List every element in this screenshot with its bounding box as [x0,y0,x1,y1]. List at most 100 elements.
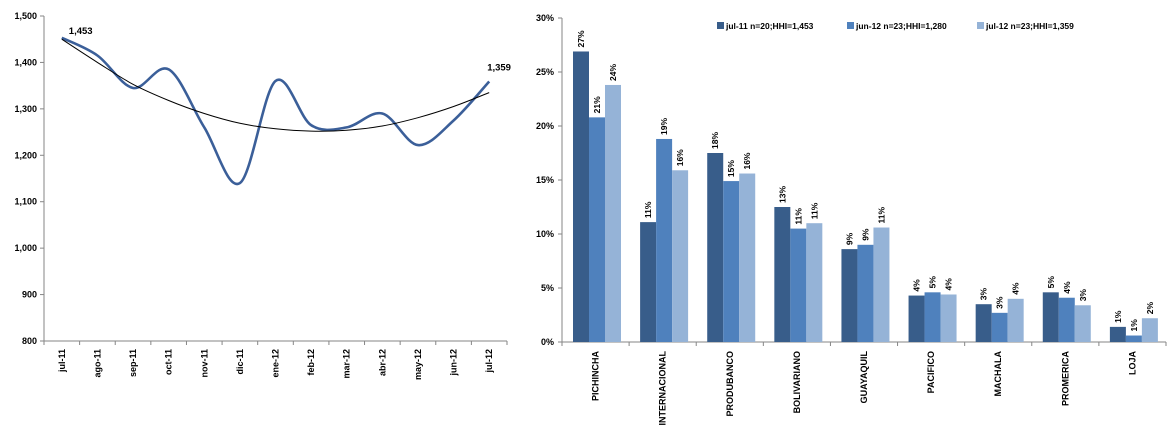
bar-data-label: 11% [876,207,886,224]
legend-item: jun-12 n=23;HHI=1,280 [847,21,947,31]
x-tick-label: GUAYAQUIL [859,351,869,404]
bar-data-label: 4% [1062,281,1072,294]
x-tick-label: oct-11 [164,349,174,375]
bar [991,312,1008,342]
bar-data-label: 1% [1129,319,1139,332]
y-tick-label: 5% [541,283,554,293]
x-tick-label: mar-12 [342,349,352,379]
y-tick-label: 1,100 [14,197,37,207]
x-tick-label: feb-12 [306,349,316,376]
bar-data-label: 11% [643,201,653,218]
bar-data-label: 3% [995,296,1005,309]
bar-data-label: 16% [675,149,685,166]
y-tick-label: 15% [536,175,554,185]
x-tick-label: PICHINCHA [591,351,601,402]
bar [857,244,874,342]
bar [656,138,673,342]
bar [940,294,957,342]
bar [723,181,740,342]
bar [672,170,689,342]
bar [707,153,724,342]
bar-data-label: 1% [1113,310,1123,323]
y-tick-label: 1,500 [14,11,37,21]
x-tick-label: INTERNACIONAL [658,351,668,426]
x-tick-label: nov-11 [199,349,209,378]
bar-data-label: 11% [809,202,819,219]
bar-data-label: 27% [576,30,586,47]
x-tick-label: jul-11 [57,349,67,373]
bar [908,295,925,342]
y-tick-label: 900 [22,290,37,300]
bar [1058,297,1075,342]
y-tick-label: 10% [536,229,554,239]
bar-data-label: 9% [860,228,870,241]
bar [774,207,791,342]
y-tick-label: 1,400 [14,57,37,67]
x-tick-label: jun-12 [449,349,459,377]
bar-data-label: 3% [979,287,989,300]
x-tick-label: abr-12 [377,349,387,376]
bar-data-label: 5% [1046,276,1056,289]
legend-label: jun-12 n=23;HHI=1,280 [855,21,947,31]
bar [1125,335,1142,342]
x-tick-label: PRODUBANCO [725,351,735,417]
legend-item: jul-12 n=23;HHI=1,359 [977,21,1074,31]
bar-data-label: 18% [710,132,720,149]
bar [1007,298,1024,342]
bar-data-label: 4% [944,278,954,291]
bar [873,227,890,342]
legend-swatch [847,22,854,29]
y-tick-label: 1,000 [14,243,37,253]
bar [605,84,621,343]
x-tick-label: dic-11 [235,349,245,375]
legend-label: jul-12 n=23;HHI=1,359 [985,21,1074,31]
y-tick-label: 1,200 [14,150,37,160]
y-tick-label: 30% [536,13,554,23]
x-tick-label: may-12 [413,349,423,380]
bar-data-label: 15% [726,160,736,177]
bar-data-label: 3% [1078,289,1088,302]
bar [1141,318,1158,342]
bar [1109,326,1126,342]
bar-data-label: 9% [844,232,854,245]
x-tick-label: ene-12 [271,349,281,378]
bar-data-label: 5% [928,276,938,289]
bar [1074,305,1091,342]
x-tick-label: LOJA [1127,351,1137,376]
bar [1042,292,1059,342]
x-tick-label: BOLIVARIANO [792,351,802,413]
bar [739,173,756,342]
trendline [61,38,490,132]
bar [841,249,858,342]
bar [924,292,941,342]
x-tick-label: PACIFICO [926,351,936,393]
bar-data-label: 21% [592,96,602,113]
x-tick-label: ago-11 [92,349,102,378]
y-tick-label: 1,300 [14,104,37,114]
bar-chart: 0% 5% 10% 15% 20% 25% 30% 27% 21% 24% PICHINCHA 11%… [536,13,1167,426]
y-tick-label: 25% [536,67,554,77]
series-line [61,36,491,186]
data-label: 1,359 [487,62,511,73]
bar-data-label: 2% [1145,302,1155,315]
bar-data-label: 4% [912,279,922,292]
bar-data-label: 4% [1011,282,1021,295]
bar [573,51,589,342]
legend-item: jul-11 n=20;HHI=1,453 [717,21,814,31]
bar [806,223,823,342]
y-tick-label: 0% [541,337,554,347]
legend-swatch [717,22,724,29]
bar-data-label: 13% [777,186,787,203]
bar [589,117,605,342]
bar-data-label: 24% [608,64,618,81]
y-tick-label: 20% [536,121,554,131]
x-tick-label: jul-12 [484,349,494,374]
bar-data-label: 11% [793,208,803,225]
x-tick-label: PROMERICA [1060,351,1070,407]
bar [975,304,992,342]
bar [640,222,657,342]
bar-data-label: 16% [742,152,752,169]
bar [790,228,807,342]
legend-swatch [977,22,984,29]
